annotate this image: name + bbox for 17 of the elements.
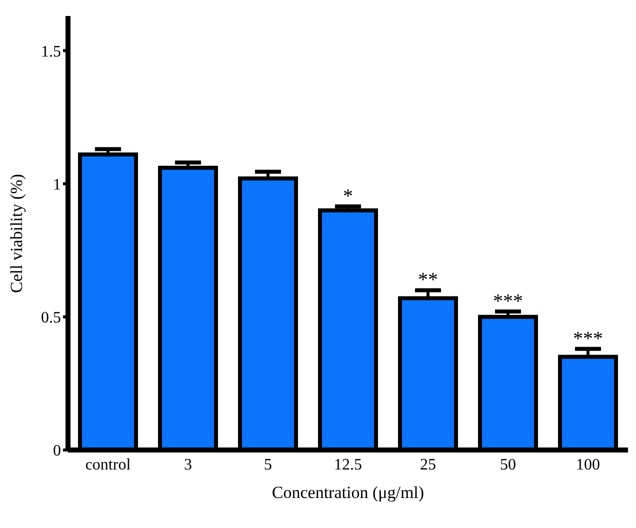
x-tick-label: control xyxy=(85,456,132,474)
x-tick-label: 50 xyxy=(500,456,516,474)
x-tick-label: 100 xyxy=(576,456,600,474)
y-tick-label: 1 xyxy=(53,176,61,194)
y-tick-label: 0.5 xyxy=(41,310,61,327)
y-tick-label: 0 xyxy=(53,442,61,460)
annotation: * xyxy=(343,185,353,208)
x-tick-label: 5 xyxy=(264,456,272,474)
x-tick-label: 3 xyxy=(184,456,192,474)
y-axis-title: Cell viability (%) xyxy=(7,174,26,293)
x-axis-title: Concentration (μg/ml) xyxy=(272,483,424,502)
x-tick-label: 12.5 xyxy=(334,456,362,474)
annotation: *** xyxy=(493,290,523,313)
annotation: *** xyxy=(573,328,603,350)
x-tick-label: 25 xyxy=(420,456,436,474)
y-tick-label: 1.5 xyxy=(41,43,61,60)
annotation: ** xyxy=(418,269,438,292)
